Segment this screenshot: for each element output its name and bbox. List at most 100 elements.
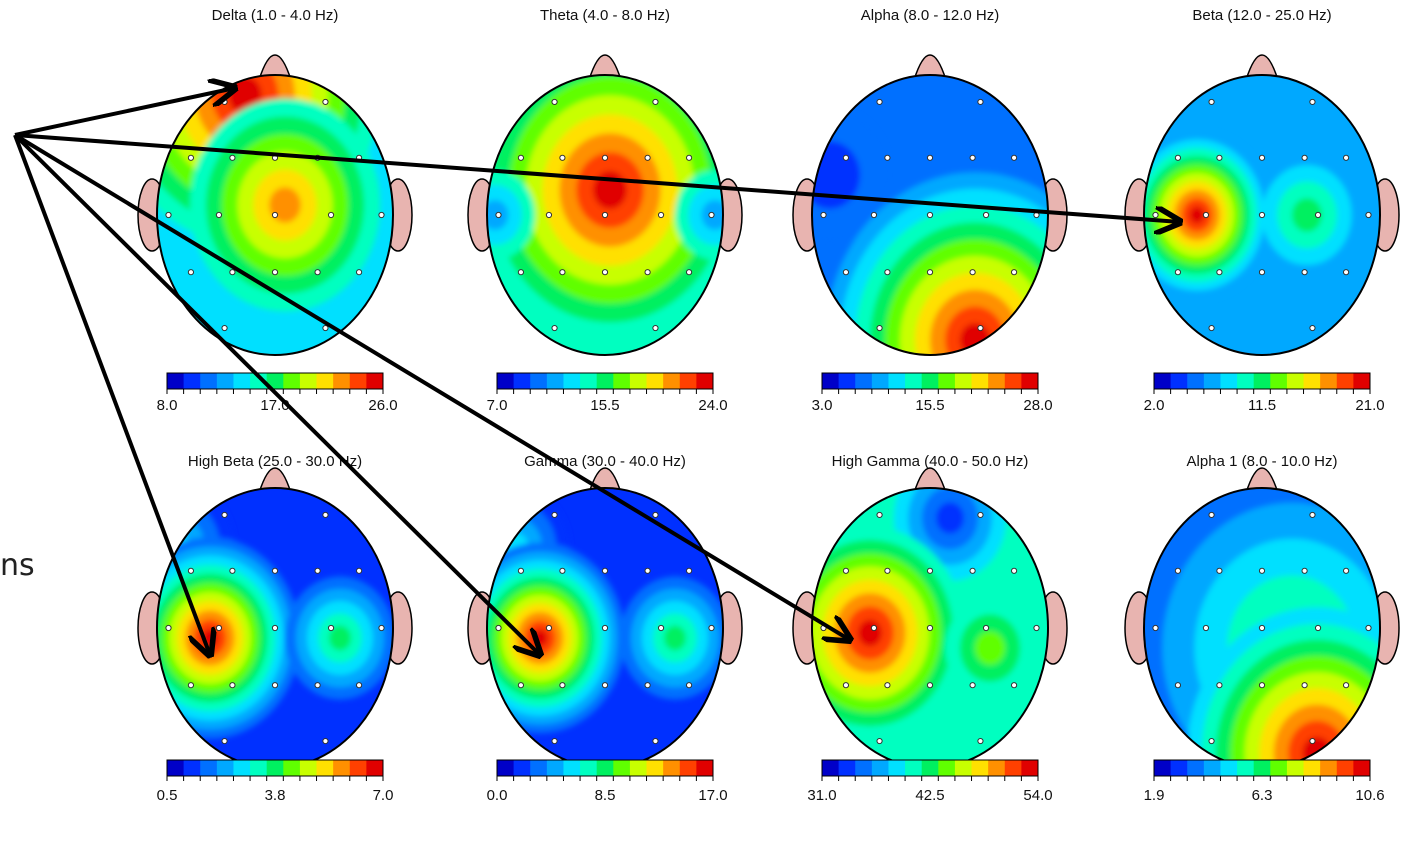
electrode bbox=[602, 683, 607, 688]
map-title: Beta (12.0 - 25.0 Hz) bbox=[1192, 7, 1331, 24]
colorbar-label: 24.0 bbox=[698, 397, 727, 414]
colorbar-step bbox=[1187, 373, 1204, 389]
colorbar-label: 21.0 bbox=[1355, 397, 1384, 414]
colorbar-step bbox=[497, 373, 514, 389]
electrode bbox=[1310, 512, 1315, 517]
heat-band bbox=[960, 323, 990, 357]
colorbar-step bbox=[563, 373, 580, 389]
electrode bbox=[653, 512, 658, 517]
electrode bbox=[653, 738, 658, 743]
electrode bbox=[560, 270, 565, 275]
colorbar-step bbox=[580, 373, 597, 389]
colorbar-step bbox=[955, 760, 972, 776]
colorbar-step bbox=[200, 373, 217, 389]
electrode bbox=[1011, 155, 1016, 160]
colorbar-label: 28.0 bbox=[1023, 397, 1052, 414]
colorbar-step bbox=[333, 760, 350, 776]
colorbar-step bbox=[366, 760, 383, 776]
electrode bbox=[970, 568, 975, 573]
colorbar-step bbox=[250, 760, 267, 776]
electrode bbox=[1302, 683, 1307, 688]
colorbar-step bbox=[167, 760, 184, 776]
electrode bbox=[230, 683, 235, 688]
colorbar-step bbox=[233, 760, 250, 776]
colorbar-step bbox=[630, 760, 647, 776]
electrode bbox=[978, 99, 983, 104]
colorbar-label: 8.0 bbox=[157, 397, 178, 414]
electrode bbox=[1011, 683, 1016, 688]
colorbar-step bbox=[663, 760, 680, 776]
colorbar-step bbox=[563, 760, 580, 776]
electrode bbox=[1343, 155, 1348, 160]
electrode bbox=[552, 325, 557, 330]
heat-band bbox=[858, 620, 882, 647]
electrode bbox=[602, 155, 607, 160]
electrode bbox=[927, 683, 932, 688]
colorbar-step bbox=[855, 373, 872, 389]
colorbar-label: 7.0 bbox=[487, 397, 508, 414]
electrode bbox=[496, 625, 501, 630]
colorbar-step bbox=[1304, 760, 1321, 776]
colorbar-step bbox=[1287, 760, 1304, 776]
topo-map: Theta (4.0 - 8.0 Hz) 7.0 15.5 24.0 bbox=[455, 7, 755, 414]
electrode bbox=[709, 625, 714, 630]
electrode bbox=[1310, 325, 1315, 330]
colorbar-step bbox=[1254, 760, 1271, 776]
colorbar-step bbox=[888, 760, 905, 776]
electrode bbox=[1315, 212, 1320, 217]
colorbar-label: 11.5 bbox=[1248, 397, 1276, 414]
map-title: Alpha (8.0 - 12.0 Hz) bbox=[861, 7, 999, 24]
electrode bbox=[821, 212, 826, 217]
colorbar-step bbox=[233, 373, 250, 389]
colorbar-label: 10.6 bbox=[1355, 787, 1384, 804]
electrode bbox=[686, 683, 691, 688]
electrode bbox=[222, 738, 227, 743]
electrode bbox=[230, 155, 235, 160]
colorbar-step bbox=[839, 373, 856, 389]
electrode bbox=[1259, 568, 1264, 573]
colorbar-step bbox=[317, 760, 334, 776]
electrode bbox=[518, 683, 523, 688]
electrode bbox=[1153, 212, 1158, 217]
electrode bbox=[602, 568, 607, 573]
colorbar-step bbox=[1154, 373, 1171, 389]
colorbar-step bbox=[972, 373, 989, 389]
electrode bbox=[1366, 212, 1371, 217]
colorbar-step bbox=[1204, 760, 1221, 776]
electrode bbox=[1209, 738, 1214, 743]
electrode bbox=[379, 625, 384, 630]
map-title: Theta (4.0 - 8.0 Hz) bbox=[540, 7, 670, 24]
electrode bbox=[927, 155, 932, 160]
colorbar-step bbox=[1237, 373, 1254, 389]
electrode bbox=[1259, 270, 1264, 275]
side-text: ns bbox=[0, 548, 35, 583]
colorbar-label: 17.0 bbox=[260, 397, 289, 414]
electrode bbox=[356, 270, 361, 275]
heat bbox=[1122, 75, 1380, 355]
electrode bbox=[871, 212, 876, 217]
colorbar-label: 8.5 bbox=[595, 787, 616, 804]
electrode bbox=[1343, 683, 1348, 688]
colorbar-step bbox=[1320, 373, 1337, 389]
colorbar-label: 15.5 bbox=[590, 397, 619, 414]
electrode bbox=[927, 270, 932, 275]
colorbar-step bbox=[1254, 373, 1271, 389]
electrode bbox=[356, 683, 361, 688]
colorbar-step bbox=[647, 760, 664, 776]
electrode bbox=[871, 625, 876, 630]
colorbar-step bbox=[680, 760, 697, 776]
electrode bbox=[885, 568, 890, 573]
electrode bbox=[885, 270, 890, 275]
colorbar-step bbox=[350, 760, 367, 776]
electrode bbox=[645, 155, 650, 160]
electrode bbox=[356, 568, 361, 573]
electrode bbox=[315, 568, 320, 573]
colorbar-label: 3.8 bbox=[265, 787, 286, 804]
electrode bbox=[877, 738, 882, 743]
colorbar-step bbox=[1204, 373, 1221, 389]
electrode bbox=[496, 212, 501, 217]
electrode bbox=[230, 270, 235, 275]
electrode bbox=[1217, 270, 1222, 275]
electrode bbox=[1343, 568, 1348, 573]
electrode bbox=[843, 683, 848, 688]
